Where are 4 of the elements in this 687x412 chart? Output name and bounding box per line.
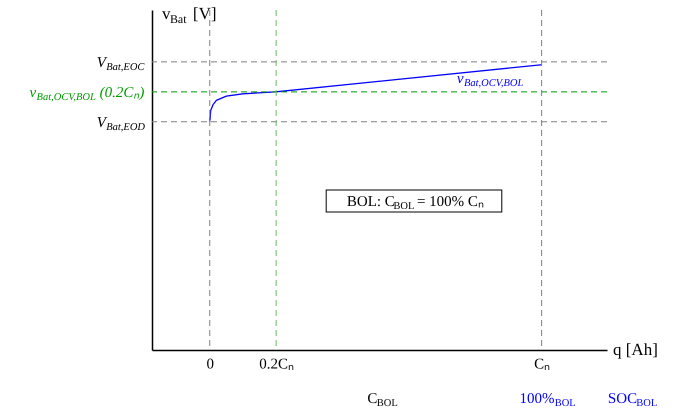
x-tick-label: 0.2Cₙ bbox=[259, 356, 294, 372]
x-tick-label: 0 bbox=[206, 356, 214, 372]
x-axis-title: q [Ah] bbox=[613, 340, 658, 359]
x-tick-label: Cₙ bbox=[534, 356, 550, 372]
